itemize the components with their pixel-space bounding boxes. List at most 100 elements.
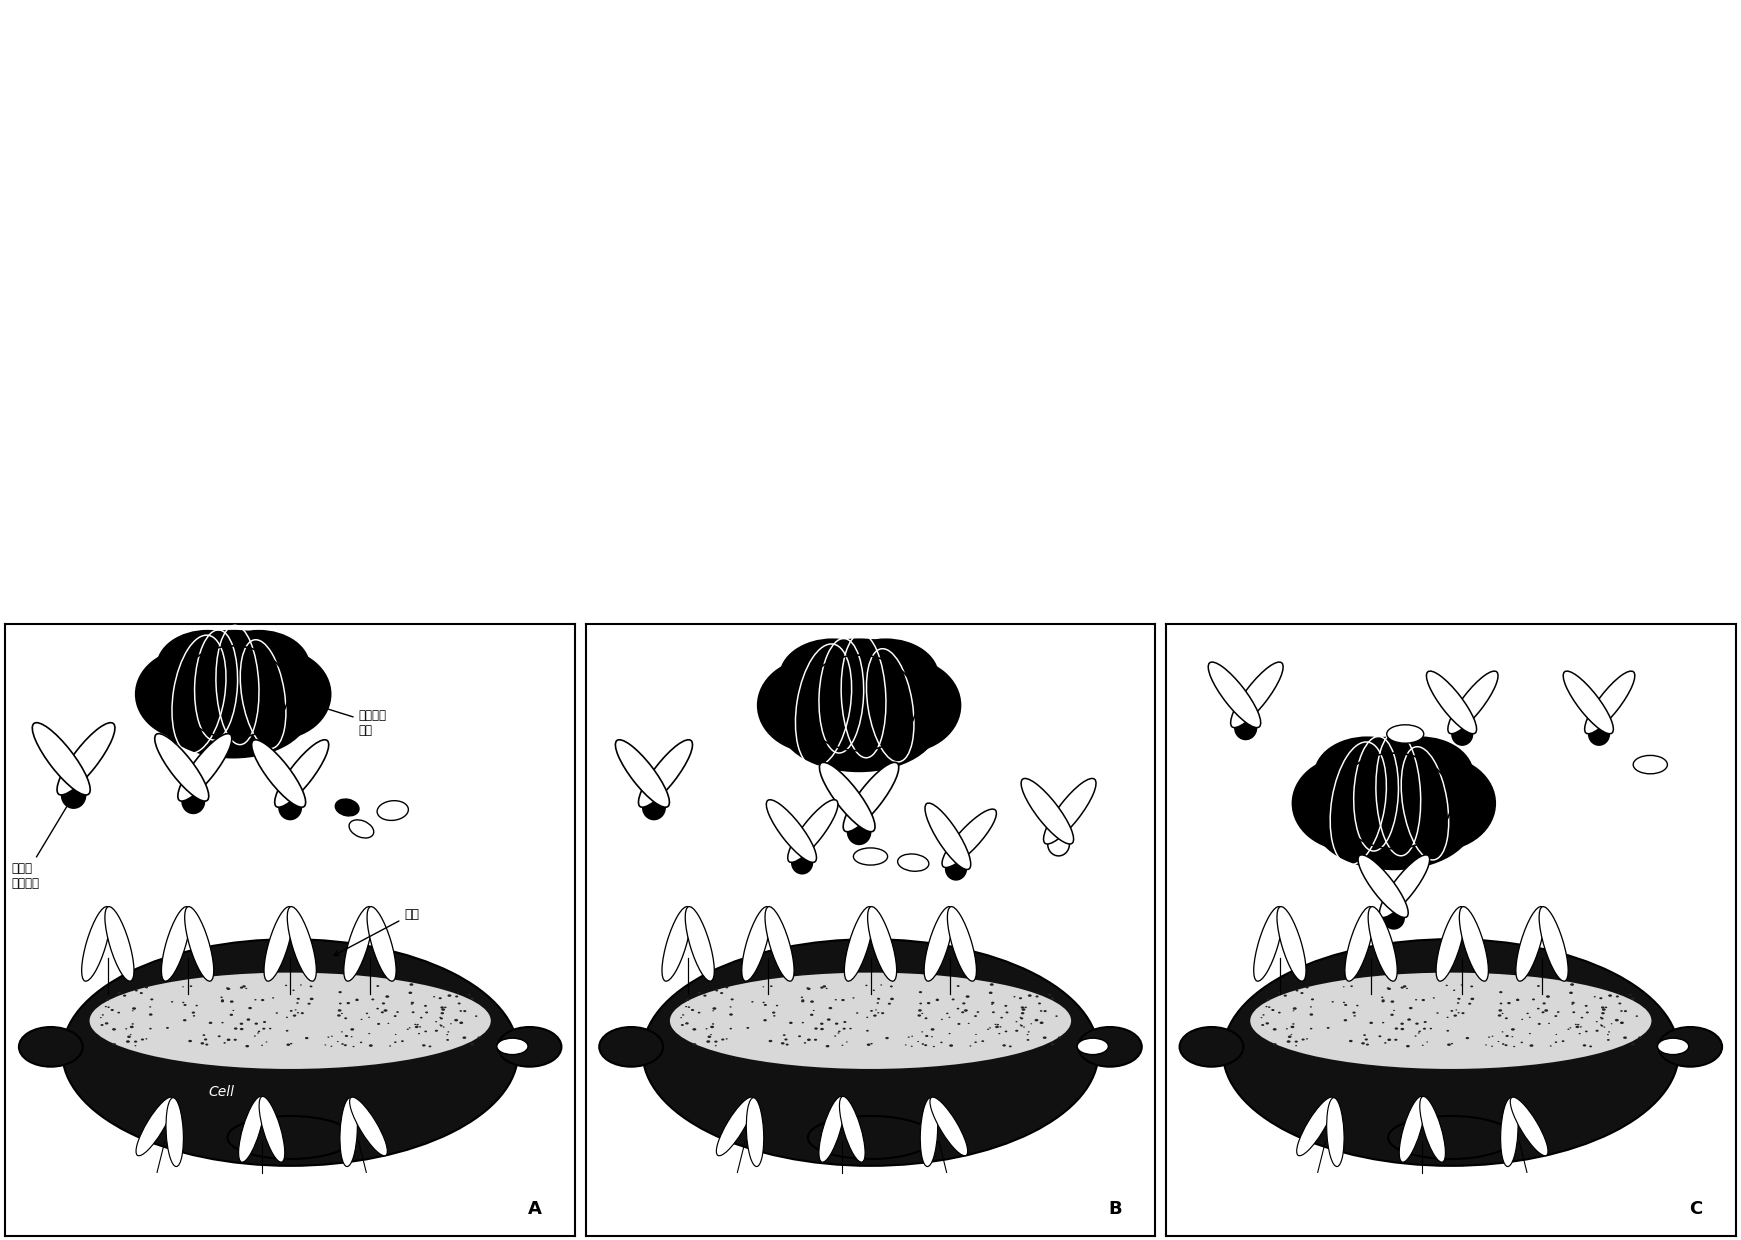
- Ellipse shape: [1419, 1096, 1445, 1162]
- Ellipse shape: [829, 1007, 832, 1009]
- Ellipse shape: [1600, 1018, 1603, 1019]
- Ellipse shape: [1344, 906, 1374, 981]
- Ellipse shape: [1271, 1009, 1274, 1011]
- Ellipse shape: [1342, 1002, 1346, 1003]
- Ellipse shape: [843, 1028, 846, 1029]
- Ellipse shape: [1616, 1019, 1619, 1022]
- Ellipse shape: [1020, 1025, 1024, 1027]
- Ellipse shape: [1445, 985, 1449, 986]
- Ellipse shape: [1382, 1001, 1384, 1002]
- Ellipse shape: [1555, 1016, 1556, 1017]
- Ellipse shape: [414, 1025, 418, 1028]
- Ellipse shape: [1301, 992, 1304, 994]
- Ellipse shape: [778, 677, 938, 773]
- Ellipse shape: [1471, 998, 1475, 1001]
- Ellipse shape: [296, 1002, 299, 1004]
- Ellipse shape: [836, 1023, 839, 1024]
- Ellipse shape: [439, 1017, 440, 1018]
- Ellipse shape: [1588, 723, 1609, 745]
- Ellipse shape: [1003, 1044, 1006, 1047]
- Ellipse shape: [1563, 671, 1614, 734]
- Ellipse shape: [1497, 1014, 1501, 1017]
- Ellipse shape: [263, 1028, 265, 1029]
- Ellipse shape: [1433, 997, 1435, 998]
- Ellipse shape: [61, 782, 85, 808]
- Ellipse shape: [458, 1002, 461, 1004]
- Ellipse shape: [1466, 1037, 1469, 1039]
- Ellipse shape: [1276, 906, 1306, 981]
- Ellipse shape: [1384, 1042, 1386, 1044]
- Ellipse shape: [924, 804, 971, 869]
- Ellipse shape: [991, 983, 994, 986]
- Text: 细胞因
子拮抗剂: 细胞因 子拮抗剂: [10, 799, 71, 890]
- Ellipse shape: [726, 1038, 728, 1039]
- Ellipse shape: [1388, 725, 1424, 743]
- Ellipse shape: [233, 1039, 237, 1040]
- Ellipse shape: [286, 985, 287, 986]
- Ellipse shape: [1422, 999, 1426, 1001]
- Ellipse shape: [470, 997, 474, 999]
- Ellipse shape: [956, 985, 959, 987]
- Ellipse shape: [440, 1025, 442, 1027]
- Ellipse shape: [261, 999, 265, 1001]
- Ellipse shape: [1555, 1042, 1556, 1043]
- Ellipse shape: [1018, 997, 1022, 999]
- Ellipse shape: [1015, 1029, 1018, 1032]
- Ellipse shape: [731, 998, 733, 1001]
- Ellipse shape: [1384, 889, 1405, 911]
- Ellipse shape: [1400, 1028, 1405, 1030]
- Ellipse shape: [848, 820, 870, 844]
- Ellipse shape: [716, 990, 717, 992]
- Ellipse shape: [204, 1038, 207, 1040]
- Ellipse shape: [183, 790, 204, 813]
- Ellipse shape: [721, 1038, 724, 1040]
- Ellipse shape: [113, 1043, 117, 1045]
- Ellipse shape: [136, 990, 138, 992]
- Ellipse shape: [245, 988, 247, 990]
- Ellipse shape: [991, 1002, 994, 1004]
- Ellipse shape: [195, 1004, 198, 1007]
- Ellipse shape: [1391, 1001, 1395, 1003]
- Ellipse shape: [1516, 906, 1544, 981]
- Ellipse shape: [439, 997, 442, 999]
- Ellipse shape: [1351, 986, 1353, 987]
- Ellipse shape: [945, 1013, 949, 1014]
- Ellipse shape: [1584, 1004, 1588, 1007]
- Ellipse shape: [1050, 997, 1055, 999]
- Ellipse shape: [409, 992, 413, 994]
- Ellipse shape: [1422, 1028, 1426, 1029]
- Ellipse shape: [949, 1044, 952, 1047]
- Ellipse shape: [221, 714, 245, 738]
- Ellipse shape: [223, 1042, 226, 1044]
- Ellipse shape: [190, 986, 192, 987]
- Ellipse shape: [712, 1023, 714, 1024]
- Ellipse shape: [1273, 1043, 1276, 1045]
- Ellipse shape: [837, 1033, 839, 1034]
- Ellipse shape: [1583, 1044, 1586, 1047]
- Ellipse shape: [865, 985, 867, 986]
- Ellipse shape: [1537, 985, 1539, 987]
- Ellipse shape: [949, 1017, 951, 1018]
- Ellipse shape: [1459, 906, 1489, 981]
- Ellipse shape: [1415, 1023, 1419, 1024]
- Ellipse shape: [202, 1034, 205, 1035]
- Ellipse shape: [1419, 1030, 1421, 1032]
- Ellipse shape: [1499, 991, 1502, 993]
- Ellipse shape: [1356, 1004, 1358, 1007]
- Ellipse shape: [921, 1043, 924, 1045]
- Ellipse shape: [221, 997, 223, 998]
- Ellipse shape: [33, 723, 91, 795]
- Ellipse shape: [1577, 1024, 1579, 1025]
- Ellipse shape: [1509, 1097, 1548, 1156]
- Ellipse shape: [369, 1033, 371, 1034]
- Ellipse shape: [726, 986, 728, 988]
- Ellipse shape: [958, 1023, 961, 1025]
- Ellipse shape: [1234, 698, 1257, 720]
- Ellipse shape: [1381, 755, 1496, 851]
- Ellipse shape: [681, 1024, 684, 1025]
- Ellipse shape: [1273, 1028, 1276, 1030]
- Ellipse shape: [1539, 906, 1569, 981]
- Ellipse shape: [447, 1032, 449, 1033]
- Ellipse shape: [1595, 1029, 1598, 1032]
- Ellipse shape: [345, 1035, 348, 1037]
